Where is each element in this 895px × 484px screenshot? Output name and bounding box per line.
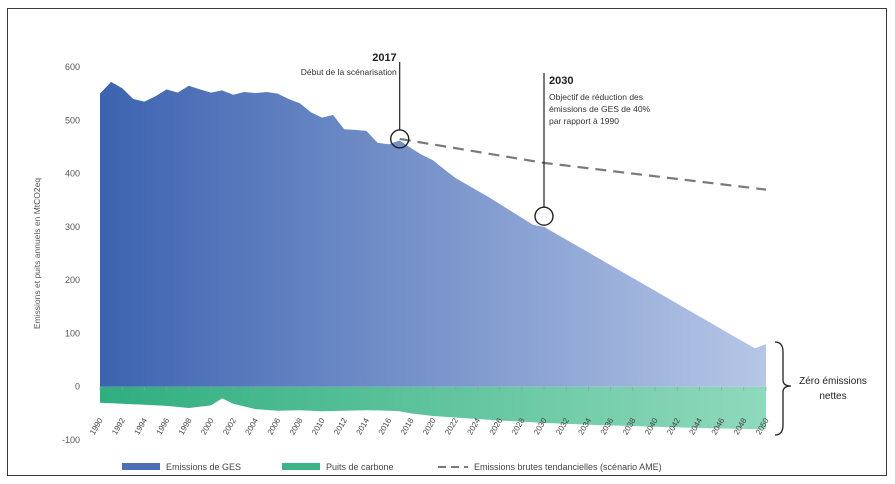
x-tick-label: 2006 xyxy=(266,416,283,436)
x-tick-label: 2010 xyxy=(310,416,327,436)
y-tick-label: 600 xyxy=(65,62,80,72)
x-tick-label: 2014 xyxy=(354,416,371,436)
y-axis-label: Emissions et puits annuels en MtCO2eq xyxy=(32,178,42,329)
annotation-text-2017: Début de la scénarisation xyxy=(301,67,397,77)
x-tick-label: 1998 xyxy=(177,416,194,436)
y-tick-label: 300 xyxy=(65,222,80,232)
legend-label-emissions-ges: Emissions de GES xyxy=(166,462,241,472)
annotation-text-2030: émissions de GES de 40% xyxy=(549,104,651,114)
x-tick-label: 1996 xyxy=(155,416,172,436)
y-tick-label: 400 xyxy=(65,169,80,179)
series-area-emissions-ges xyxy=(100,81,766,387)
x-tick-label: 1990 xyxy=(88,416,105,436)
y-tick-label: 100 xyxy=(65,328,80,338)
x-tick-label: 2022 xyxy=(443,416,460,436)
legend-label-puits-carbone: Puits de carbone xyxy=(326,462,394,472)
y-tick-label: -100 xyxy=(62,435,80,445)
annotation-text-2030: par rapport à 1990 xyxy=(549,116,619,126)
legend-swatch-puits-carbone xyxy=(282,463,320,470)
x-tick-label: 2018 xyxy=(399,416,416,436)
legend-swatch-emissions-ges xyxy=(122,463,160,470)
annotation-marker-2030 xyxy=(534,206,554,226)
x-tick-label: 2000 xyxy=(199,416,216,436)
y-tick-label: 500 xyxy=(65,115,80,125)
series-area-puits-carbone xyxy=(100,386,766,430)
annotation-text-2030: Objectif de réduction des xyxy=(549,92,643,102)
annotation-year-2030: 2030 xyxy=(549,75,573,87)
legend-label-emissions-tendancielles: Emissions brutes tendancielles (scénario… xyxy=(474,462,662,472)
x-tick-label: 1992 xyxy=(110,416,127,436)
net-zero-label: Zéro émissions xyxy=(799,376,867,387)
annotation-year-2017: 2017 xyxy=(372,52,396,64)
x-tick-label: 1994 xyxy=(132,416,149,436)
x-tick-label: 2016 xyxy=(377,416,394,436)
x-tick-label: 2004 xyxy=(243,416,260,436)
x-tick-label: 2020 xyxy=(421,416,438,436)
x-tick-label: 2008 xyxy=(288,416,305,436)
y-tick-label: 0 xyxy=(75,382,80,392)
annotation-marker-2017 xyxy=(390,129,410,149)
y-tick-label: 200 xyxy=(65,275,80,285)
x-tick-label: 2002 xyxy=(221,416,238,436)
x-tick-label: 2012 xyxy=(332,416,349,436)
net-zero-bracket xyxy=(774,341,792,436)
net-zero-label: nettes xyxy=(819,391,846,402)
